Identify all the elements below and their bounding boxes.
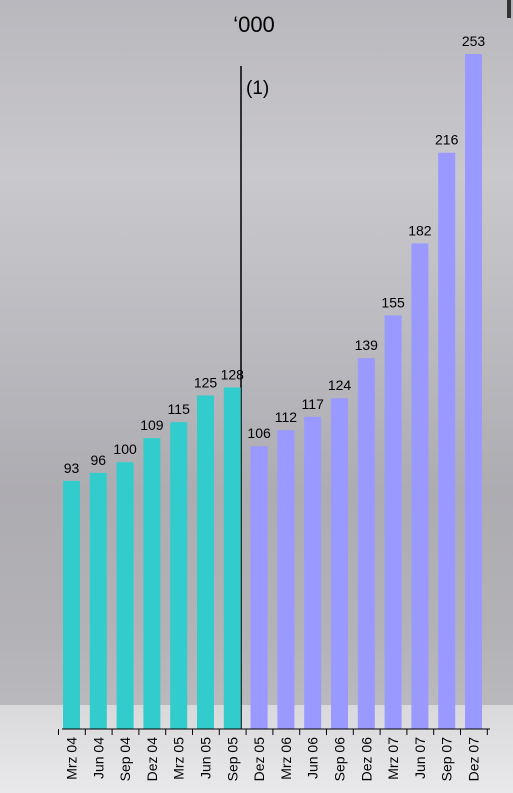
data-label: 115	[168, 401, 191, 417]
x-tick-label: Mrz 06	[278, 737, 294, 780]
x-tick-label: Dez 05	[251, 737, 267, 782]
data-label: 128	[221, 366, 245, 382]
data-label: 155	[381, 294, 405, 310]
data-label: 182	[408, 222, 432, 238]
x-tick-label: Mrz 07	[385, 737, 401, 780]
x-tick-label: Mrz 04	[64, 737, 80, 780]
x-tick-label: Sep 05	[224, 737, 240, 782]
x-tick-label: Sep 04	[117, 737, 133, 782]
x-tick-label: Jun 06	[305, 737, 321, 779]
x-labels-group: Mrz 04 Jun 04 Sep 04 Dez 04 Mrz 05 Jun 05 Sep …	[64, 737, 482, 782]
window-edge	[507, 0, 511, 18]
x-ticks-group	[58, 729, 488, 735]
bar-sep-05	[223, 387, 241, 729]
bar-jun-05	[197, 395, 214, 729]
x-tick-label: Jun 07	[412, 737, 428, 779]
bar-sep-06	[331, 398, 348, 729]
x-tick-label: Dez 07	[466, 737, 482, 782]
data-label: 112	[275, 409, 298, 425]
x-tick-label: Mrz 05	[171, 737, 187, 780]
bar-jun-04	[89, 472, 107, 729]
bar-mrz-06	[277, 430, 295, 729]
unit-label: ‘000	[233, 12, 275, 37]
bar-mrz-05	[170, 422, 188, 729]
bar-dez-07	[465, 54, 482, 729]
bar-sep-04	[116, 462, 134, 729]
bar-mrz-04	[63, 480, 80, 729]
data-label: 124	[328, 377, 352, 393]
bar-dez-06	[357, 358, 375, 729]
data-label: 125	[194, 375, 218, 391]
data-label: 96	[91, 452, 107, 468]
period-divider-label: (1)	[246, 78, 269, 99]
bar-jun-07	[411, 243, 429, 729]
data-label: 106	[247, 425, 271, 441]
data-label: 253	[462, 33, 486, 49]
bar-dez-05	[250, 446, 268, 729]
x-tick-label: Dez 06	[358, 737, 374, 782]
data-label: 100	[113, 441, 137, 457]
data-label: 139	[355, 337, 379, 353]
data-label: 109	[140, 417, 164, 433]
x-tick-label: Sep 07	[439, 737, 455, 782]
data-label: 93	[64, 460, 80, 476]
x-tick-label: Jun 04	[90, 737, 106, 779]
x-tick-label: Sep 06	[332, 737, 348, 782]
x-tick-label: Dez 04	[144, 737, 160, 782]
x-tick-label: Jun 05	[198, 737, 214, 779]
bar-jun-06	[304, 416, 322, 729]
data-label: 117	[302, 396, 325, 412]
bar-sep-07	[438, 152, 456, 730]
bar-dez-04	[143, 438, 161, 729]
bar-mrz-07	[384, 315, 402, 729]
data-label: 216	[435, 132, 459, 148]
